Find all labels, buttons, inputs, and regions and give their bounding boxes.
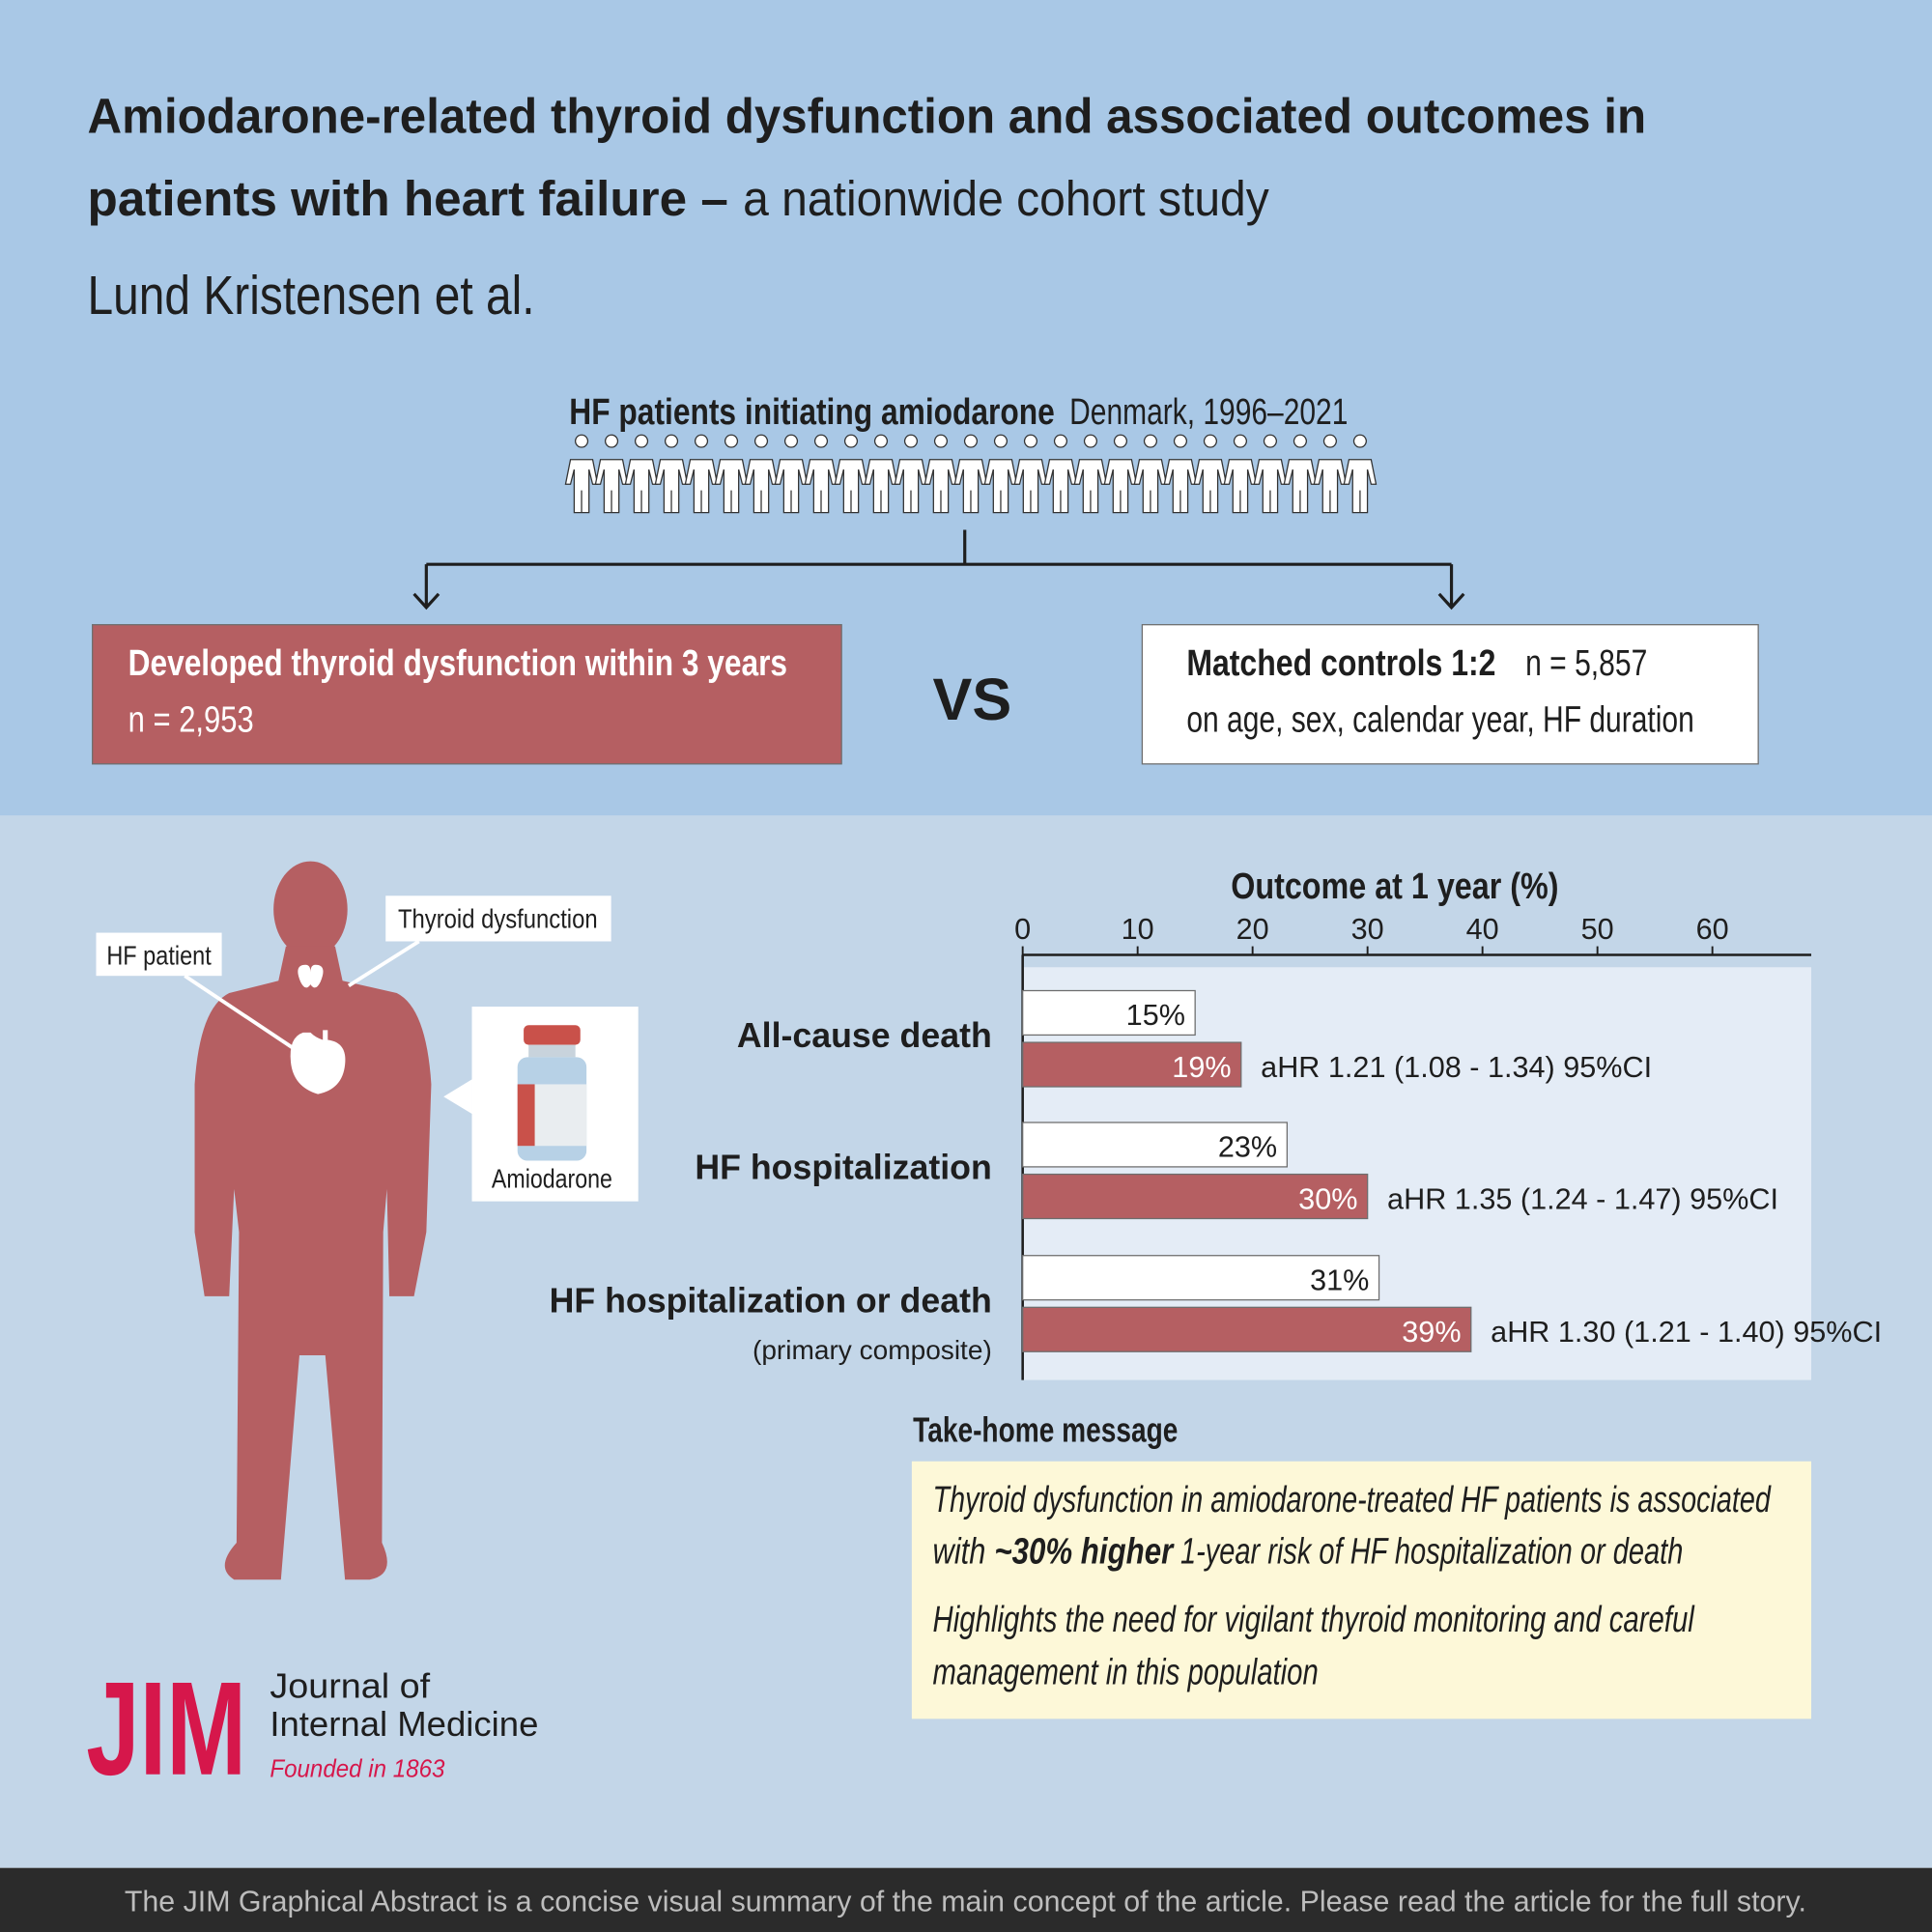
flow-arrows [412, 529, 1465, 611]
category-note: (primary composite) [753, 1335, 992, 1365]
label-box [96, 932, 222, 977]
take-home-title: Take-home message [913, 1410, 1178, 1449]
exposed-box [92, 624, 842, 765]
value-label: 39% [1402, 1316, 1461, 1349]
authors: Lund Kristensen et al. [88, 265, 535, 326]
thyroid-label: Thyroid dysfunction [398, 903, 598, 933]
drug-box-pointer [443, 1079, 472, 1115]
hf-patient-label: HF patient [106, 941, 212, 971]
annotation: aHR 1.30 (1.21 - 1.40) 95%CI [1491, 1316, 1882, 1349]
subtitle: a nationwide cohort study [743, 171, 1269, 226]
label-box [385, 895, 611, 942]
thyroid-icon [298, 964, 324, 988]
x-tick-label: 10 [1122, 913, 1154, 946]
bar [1022, 1041, 1242, 1088]
controls-detail: on age, sex, calendar year, HF duration [1186, 699, 1694, 741]
controls-box [1141, 624, 1759, 765]
exposed-title: Developed thyroid dysfunction within 3 y… [128, 642, 787, 684]
drug-label: Amiodarone [492, 1164, 612, 1194]
cohort-detail: Denmark, 1996–2021 [1069, 391, 1348, 433]
callout-line [347, 939, 420, 988]
take-home-box [911, 1461, 1811, 1719]
person-icon [1343, 434, 1378, 514]
bar [1022, 989, 1196, 1037]
patient-silhouette [194, 861, 432, 1580]
journal-abbr: JIM [86, 1655, 246, 1804]
value-label: 31% [1310, 1264, 1369, 1296]
category-label: HF hospitalization or death [550, 1281, 992, 1320]
value-label: 23% [1218, 1131, 1277, 1164]
take-home-text: management in this population [933, 1652, 1319, 1693]
footer-text: The JIM Graphical Abstract is a concise … [125, 1885, 1806, 1918]
cohort-label: HF patients initiating amiodarone [569, 391, 1055, 433]
bar [1022, 1122, 1289, 1168]
title: patients with heart failure – [88, 171, 728, 226]
take-home-emphasis: ~30% higher [994, 1531, 1175, 1573]
annotation: aHR 1.35 (1.24 - 1.47) 95%CI [1387, 1182, 1778, 1215]
footer-band [0, 1867, 1932, 1932]
take-home-text: with [933, 1531, 986, 1573]
value-label: 19% [1172, 1051, 1231, 1084]
category-label: All-cause death [737, 1016, 992, 1055]
x-tick-label: 20 [1236, 913, 1269, 946]
heart-icon [290, 1030, 346, 1094]
chart-title: Outcome at 1 year (%) [1231, 866, 1558, 907]
take-home-text: Thyroid dysfunction in amiodarone-treate… [933, 1479, 1773, 1520]
controls-n: n = 5,857 [1525, 642, 1647, 684]
journal-name: Journal of [270, 1667, 430, 1706]
vial-icon [517, 1025, 587, 1161]
title: Amiodarone-related thyroid dysfunction a… [88, 89, 1647, 144]
x-tick-label: 30 [1351, 913, 1384, 946]
exposed-n: n = 2,953 [128, 699, 254, 741]
bar [1022, 1173, 1369, 1220]
take-home-text: Highlights the need for vigilant thyroid… [933, 1599, 1695, 1640]
callout-line [184, 974, 298, 1052]
bar [1022, 1255, 1380, 1301]
journal-name: Internal Medicine [270, 1705, 538, 1744]
annotation: aHR 1.21 (1.08 - 1.34) 95%CI [1261, 1051, 1652, 1084]
x-tick-label: 0 [1014, 913, 1031, 946]
value-label: 30% [1298, 1182, 1357, 1215]
journal-founded: Founded in 1863 [270, 1755, 444, 1782]
x-tick-label: 40 [1466, 913, 1499, 946]
take-home-text: 1-year risk of HF hospitalization or dea… [1180, 1531, 1683, 1573]
x-tick-label: 60 [1696, 913, 1729, 946]
x-tick-label: 50 [1581, 913, 1614, 946]
category-label: HF hospitalization [695, 1149, 991, 1187]
chart: 0 10 20 30 40 50 60 All-cause death 15% 19% aHR 1.… [550, 913, 1882, 1380]
bar [1022, 1306, 1472, 1352]
vs: VS [933, 667, 1012, 732]
value-label: 15% [1126, 999, 1185, 1032]
controls-title: Matched controls 1:2 [1186, 642, 1495, 684]
people-icons [564, 434, 1378, 514]
